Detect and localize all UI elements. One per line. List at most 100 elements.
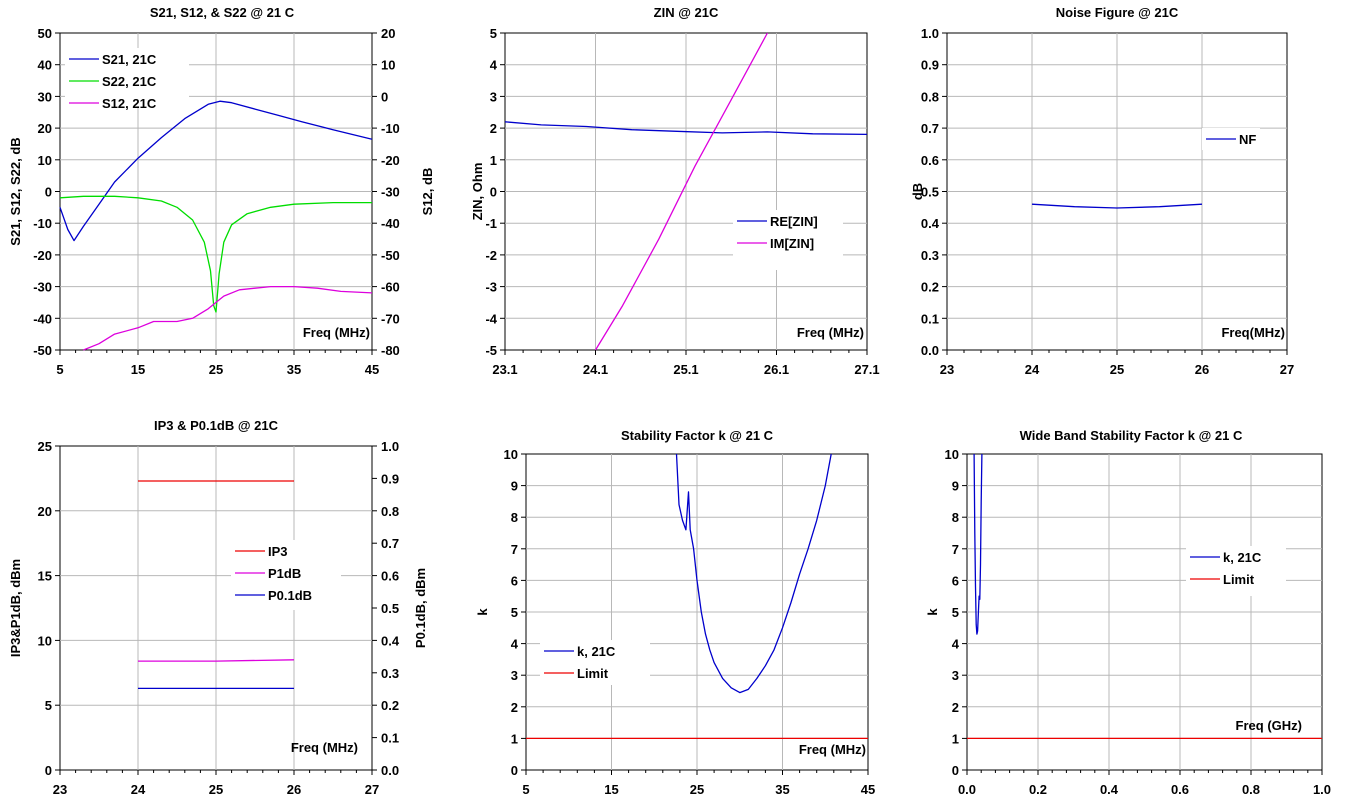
wideband-stability-k-y-tick-label: 10 <box>945 447 959 462</box>
ip3-p01db-x-tick-label: 23 <box>53 782 67 797</box>
s-parameters-y-tick-label: 0 <box>45 185 52 200</box>
wideband-stability-k-y-tick-label: 6 <box>952 573 959 588</box>
s-parameters-y2-tick-label: 0 <box>381 89 388 104</box>
ip3-p01db-y2-tick-label: 1.0 <box>381 439 399 454</box>
stability-k-legend-label: k, 21C <box>577 644 616 659</box>
zin-y-tick-label: -4 <box>485 311 497 326</box>
s-parameters-y2-tick-label: -20 <box>381 153 400 168</box>
ip3-p01db-y2-tick-label: 0.5 <box>381 601 399 616</box>
stability-k-title: Stability Factor k @ 21 C <box>621 428 774 443</box>
noise-figure-legend-label: NF <box>1239 132 1256 147</box>
ip3-p01db-y-tick-label: 0 <box>45 763 52 778</box>
s-parameters-y-tick-label: 30 <box>38 89 52 104</box>
s-parameters-legend-label: S21, 21C <box>102 52 157 67</box>
s-parameters-y-tick-label: -40 <box>33 311 52 326</box>
noise-figure-x-tick-label: 24 <box>1025 362 1040 377</box>
ip3-p01db-y2-tick-label: 0.1 <box>381 731 399 746</box>
zin-y-tick-label: 2 <box>490 121 497 136</box>
noise-figure-series-0-line <box>1031 203 1203 209</box>
s-parameters-x-tick-label: 5 <box>56 362 63 377</box>
stability-k-series-0-line <box>675 453 832 694</box>
wideband-stability-k-y-tick-label: 8 <box>952 510 959 525</box>
stability-k-y-axis-label: k <box>475 608 490 616</box>
ip3-p01db-legend-label: P0.1dB <box>268 588 312 603</box>
ip3-p01db-x-axis-label: Freq (MHz) <box>291 740 358 755</box>
zin-y-axis-label: ZIN, Ohm <box>470 163 485 221</box>
s-parameters-y-tick-label: -10 <box>33 216 52 231</box>
noise-figure-y-tick-label: 0.5 <box>921 185 939 200</box>
s-parameters-y-tick-label: 20 <box>38 121 52 136</box>
ip3-p01db-x-tick-label: 27 <box>365 782 379 797</box>
s-parameters-title: S21, S12, & S22 @ 21 C <box>150 5 295 20</box>
wideband-stability-k-x-tick-label: 0.2 <box>1029 782 1047 797</box>
wideband-stability-k-x-tick-label: 0.6 <box>1171 782 1189 797</box>
stability-k-x-tick-label: 15 <box>604 782 618 797</box>
s-parameters-y2-axis-label: S12, dB <box>420 168 435 216</box>
wideband-stability-k-y-tick-label: 0 <box>952 763 959 778</box>
ip3-p01db-y2-tick-label: 0.2 <box>381 698 399 713</box>
wideband-stability-k-legend-label: Limit <box>1223 572 1255 587</box>
s-parameters-y-tick-label: 10 <box>38 153 52 168</box>
stability-k-y-tick-label: 1 <box>511 731 518 746</box>
wideband-stability-k-x-tick-label: 0.4 <box>1100 782 1119 797</box>
wideband-stability-k-y-tick-label: 4 <box>952 637 960 652</box>
noise-figure-y-tick-label: 0.3 <box>921 248 939 263</box>
ip3-p01db-y2-tick-label: 0.6 <box>381 569 399 584</box>
s-parameters-y2-tick-label: -80 <box>381 343 400 358</box>
zin-legend-label: IM[ZIN] <box>770 236 814 251</box>
wideband-stability-k-y-tick-label: 7 <box>952 542 959 557</box>
ip3-p01db-y2-tick-label: 0.3 <box>381 666 399 681</box>
stability-k-legend-label: Limit <box>577 666 609 681</box>
wideband-stability-k-x-tick-label: 1.0 <box>1313 782 1331 797</box>
zin-x-axis-label: Freq (MHz) <box>797 325 864 340</box>
ip3-p01db-title: IP3 & P0.1dB @ 21C <box>154 418 279 433</box>
noise-figure-x-tick-label: 27 <box>1280 362 1294 377</box>
stability-k-y-tick-label: 5 <box>511 605 518 620</box>
s-parameters-x-tick-label: 45 <box>365 362 379 377</box>
s-parameters-legend-label: S12, 21C <box>102 96 157 111</box>
zin-legend-label: RE[ZIN] <box>770 214 818 229</box>
stability-k-y-tick-label: 4 <box>511 637 519 652</box>
stability-k-y-tick-label: 9 <box>511 479 518 494</box>
s-parameters-y2-tick-label: -40 <box>381 216 400 231</box>
wideband-stability-k-title: Wide Band Stability Factor k @ 21 C <box>1020 428 1243 443</box>
noise-figure-y-tick-label: 0.7 <box>921 121 939 136</box>
s-parameters-y2-tick-label: -30 <box>381 185 400 200</box>
wideband-stability-k-y-axis-label: k <box>925 608 940 616</box>
zin-y-tick-label: -3 <box>485 280 497 295</box>
noise-figure-y-tick-label: 0.0 <box>921 343 939 358</box>
s-parameters-y-tick-label: -20 <box>33 248 52 263</box>
ip3-p01db-y2-tick-label: 0.8 <box>381 504 399 519</box>
s-parameters-y2-tick-label: -50 <box>381 248 400 263</box>
ip3-p01db-y-tick-label: 10 <box>38 633 52 648</box>
wideband-stability-k-legend-box <box>1186 546 1286 596</box>
zin-x-tick-label: 25.1 <box>673 362 698 377</box>
stability-k-x-tick-label: 5 <box>522 782 529 797</box>
zin-x-tick-label: 23.1 <box>492 362 517 377</box>
noise-figure-x-tick-label: 23 <box>940 362 954 377</box>
zin-y-tick-label: -2 <box>485 248 497 263</box>
noise-figure-x-axis-label: Freq(MHz) <box>1221 325 1285 340</box>
s-parameters-y2-tick-label: -70 <box>381 311 400 326</box>
s-parameters-y2-tick-label: -60 <box>381 280 400 295</box>
stability-k-y-tick-label: 8 <box>511 510 518 525</box>
ip3-p01db-y-tick-label: 20 <box>38 504 52 519</box>
s-parameters-series-0-line <box>59 100 373 242</box>
wideband-stability-k-y-tick-label: 9 <box>952 479 959 494</box>
s-parameters-legend-label: S22, 21C <box>102 74 157 89</box>
noise-figure-y-tick-label: 0.6 <box>921 153 939 168</box>
zin-y-tick-label: 0 <box>490 185 497 200</box>
stability-k-x-tick-label: 35 <box>775 782 789 797</box>
stability-k-y-tick-label: 10 <box>504 447 518 462</box>
ip3-p01db-y-axis-label: IP3&P1dB, dBm <box>8 559 23 657</box>
s-parameters-y-tick-label: 40 <box>38 58 52 73</box>
stability-k-y-tick-label: 0 <box>511 763 518 778</box>
wideband-stability-k-x-tick-label: 0.0 <box>958 782 976 797</box>
stability-k-x-axis-label: Freq (MHz) <box>799 742 866 757</box>
ip3-p01db-legend-label: IP3 <box>268 544 288 559</box>
zin-y-tick-label: 1 <box>490 153 497 168</box>
s-parameters-y-tick-label: -30 <box>33 280 52 295</box>
zin-legend-box <box>733 210 843 270</box>
s-parameters-x-tick-label: 15 <box>131 362 145 377</box>
